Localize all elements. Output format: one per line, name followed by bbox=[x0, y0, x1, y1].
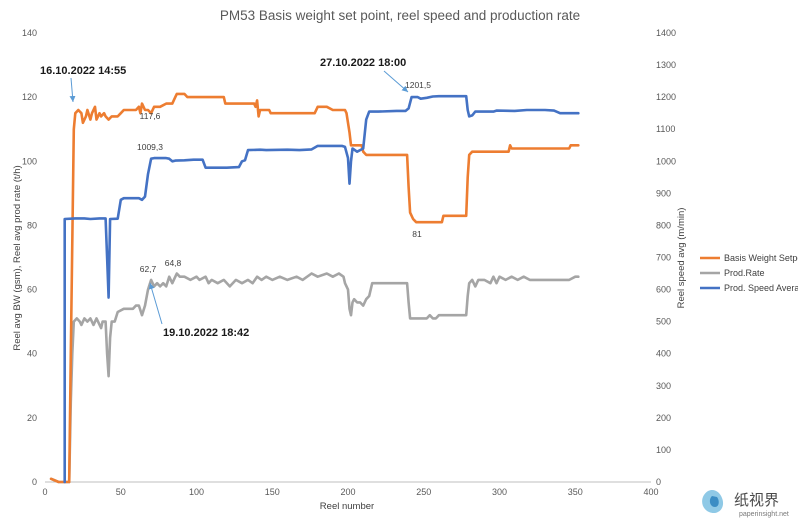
y-right-tick-label: 900 bbox=[656, 188, 671, 198]
legend-entry: Prod.Rate bbox=[724, 268, 765, 278]
y-right-tick-label: 1300 bbox=[656, 60, 676, 70]
x-tick-label: 400 bbox=[643, 487, 658, 497]
y-left-tick-label: 60 bbox=[27, 285, 37, 295]
data-label: 81 bbox=[412, 229, 422, 239]
y-axis-right-title: Reel speed avg (m/min) bbox=[676, 208, 687, 309]
y-right-tick-label: 100 bbox=[656, 445, 671, 455]
y-right-tick-label: 400 bbox=[656, 349, 671, 359]
x-tick-label: 350 bbox=[568, 487, 583, 497]
y-right-tick-label: 500 bbox=[656, 317, 671, 327]
y-axis-left-title: Reel avg BW (gsm), Reel avg prod rate (t… bbox=[12, 165, 23, 350]
y-left-tick-label: 0 bbox=[32, 477, 37, 487]
y-right-tick-label: 1400 bbox=[656, 28, 676, 38]
series-line-prod-speed-average bbox=[63, 94, 580, 484]
annotation-label: 27.10.2022 18:00 bbox=[320, 57, 406, 69]
y-right-tick-label: 800 bbox=[656, 220, 671, 230]
y-right-tick-label: 0 bbox=[656, 477, 661, 487]
y-left-tick-label: 100 bbox=[22, 156, 37, 166]
y-right-tick-label: 1200 bbox=[656, 92, 676, 102]
y-right-tick-label: 1000 bbox=[656, 156, 676, 166]
left-axis: 0 20 40 60 80 100 120 140 bbox=[22, 28, 37, 487]
watermark-logo-icon bbox=[702, 489, 724, 514]
x-tick-label: 50 bbox=[116, 487, 126, 497]
annotation-arrow bbox=[148, 282, 163, 325]
y-right-tick-label: 1100 bbox=[656, 124, 675, 134]
legend-entry: Basis Weight Setpoint bbox=[724, 253, 798, 263]
data-label: 1201,5 bbox=[405, 80, 431, 90]
y-right-tick-label: 200 bbox=[656, 413, 671, 423]
chart-title: PM53 Basis weight set point, reel speed … bbox=[220, 8, 580, 23]
y-left-tick-label: 80 bbox=[27, 220, 37, 230]
x-tick-label: 300 bbox=[492, 487, 507, 497]
annotation-arrow bbox=[383, 70, 409, 93]
y-right-tick-label: 700 bbox=[656, 253, 671, 263]
x-tick-label: 150 bbox=[265, 487, 280, 497]
x-axis-title: Reel number bbox=[320, 501, 374, 512]
data-label: 64,8 bbox=[165, 258, 182, 268]
annotation-arrow bbox=[69, 77, 76, 103]
y-left-tick-label: 120 bbox=[22, 92, 37, 102]
watermark-site: paperinsight.net bbox=[739, 511, 789, 518]
legend-entry: Prod. Speed Average bbox=[724, 283, 798, 293]
data-label: 62,7 bbox=[140, 264, 157, 274]
series-line-prod-rate bbox=[49, 272, 580, 484]
series-line-basis-weight-setpoint bbox=[49, 92, 580, 484]
y-left-tick-label: 140 bbox=[22, 28, 37, 38]
legend: Basis Weight Setpoint Prod.Rate Prod. Spee… bbox=[700, 253, 798, 293]
annotation-label: 16.10.2022 14:55 bbox=[40, 65, 126, 77]
annotations: 16.10.2022 14:55 19.10.2022 18:42 27.10.20… bbox=[40, 57, 409, 339]
right-axis: 0 100 200 300 400 500 600 700 800 900 1000 1100 1200… bbox=[656, 28, 676, 487]
data-labels: 117,6 81 62,7 64,8 1009,3 1201,5 bbox=[137, 80, 431, 274]
y-right-tick-label: 600 bbox=[656, 285, 671, 295]
y-left-tick-label: 20 bbox=[27, 413, 37, 423]
series-lines bbox=[49, 92, 580, 484]
watermark: 纸视界 paperinsight.net bbox=[702, 489, 789, 518]
x-tick-label: 200 bbox=[340, 487, 355, 497]
y-left-tick-label: 40 bbox=[27, 349, 37, 359]
annotation-label: 19.10.2022 18:42 bbox=[163, 327, 249, 339]
x-tick-label: 100 bbox=[189, 487, 204, 497]
x-tick-label: 0 bbox=[42, 487, 47, 497]
y-right-tick-label: 300 bbox=[656, 381, 671, 391]
watermark-brand: 纸视界 bbox=[734, 491, 779, 509]
x-axis: 0 50 100 150 200 250 300 350 400 bbox=[42, 487, 658, 497]
data-label: 117,6 bbox=[140, 111, 161, 121]
data-label: 1009,3 bbox=[137, 142, 163, 152]
x-tick-label: 250 bbox=[416, 487, 431, 497]
